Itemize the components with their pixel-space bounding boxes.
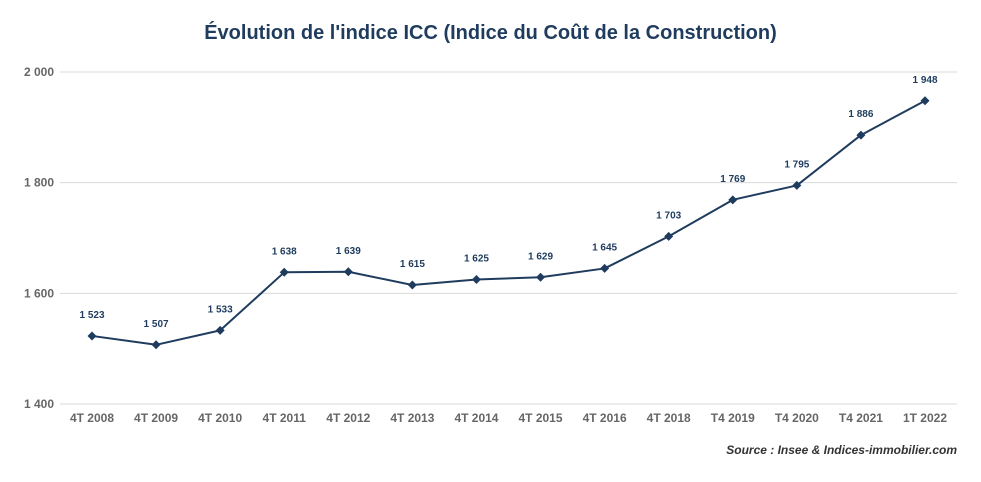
x-tick-label: 4T 2012	[326, 411, 370, 425]
y-tick-label: 1 600	[24, 286, 54, 300]
data-label: 1 615	[400, 259, 425, 270]
x-tick-label: T4 2021	[839, 411, 883, 425]
data-label: 1 886	[848, 109, 873, 120]
data-point-marker	[792, 180, 802, 190]
x-tick-label: 4T 2016	[583, 411, 627, 425]
x-axis-ticks: 4T 2008 4T 2009 4T 2010 4T 2011 4T 2012 4T 20…	[70, 411, 947, 425]
x-tick-label: 4T 2015	[519, 411, 563, 425]
data-point-marker	[87, 331, 97, 341]
series-line	[91, 99, 926, 346]
data-point-marker	[600, 263, 610, 273]
x-tick-label: 4T 2008	[70, 411, 114, 425]
y-tick-label: 1 400	[24, 397, 54, 411]
data-point-marker	[728, 195, 738, 205]
source-note: Source : Insee & Indices-immobilier.com	[726, 443, 957, 457]
data-point-marker	[664, 231, 674, 241]
data-point-marker	[856, 130, 866, 140]
x-tick-label: 4T 2014	[454, 411, 498, 425]
data-point-marker	[536, 272, 546, 282]
x-tick-label: 4T 2011	[263, 411, 307, 425]
data-label: 1 639	[336, 246, 361, 257]
data-point-marker	[920, 96, 930, 106]
data-label: 1 533	[208, 304, 233, 315]
data-label: 1 795	[784, 159, 809, 170]
y-tick-label: 2 000	[24, 65, 54, 79]
data-label: 1 948	[912, 75, 937, 86]
data-point-marker	[151, 340, 161, 350]
data-label: 1 645	[592, 242, 617, 253]
x-tick-label: 4T 2013	[390, 411, 434, 425]
chart-title: Évolution de l'indice ICC (Indice du Coû…	[204, 22, 777, 44]
data-point-marker	[471, 275, 481, 284]
data-point-marker	[215, 325, 225, 335]
x-tick-label: T4 2020	[775, 411, 819, 425]
data-label: 1 703	[656, 210, 681, 221]
x-tick-label: 4T 2018	[647, 411, 691, 425]
data-label: 1 507	[144, 319, 169, 330]
x-tick-label: 4T 2009	[134, 411, 178, 425]
data-label: 1 638	[272, 246, 297, 257]
data-point-marker	[407, 280, 417, 290]
gridlines	[60, 71, 957, 405]
y-tick-label: 1 800	[24, 176, 54, 190]
data-label: 1 769	[720, 174, 745, 185]
series-markers	[87, 96, 930, 350]
y-axis-ticks: 1 400 1 600 1 800 2 000	[24, 65, 54, 411]
x-tick-label: T4 2019	[711, 411, 755, 425]
series-line	[91, 99, 926, 346]
data-label: 1 523	[79, 310, 104, 321]
data-point-marker	[343, 267, 353, 277]
data-label: 1 625	[464, 254, 489, 265]
x-tick-label: 1T 2022	[903, 411, 947, 425]
data-labels: 1 523 1 507 1 533 1 638 1 639 1 615 1 625 1 629…	[79, 75, 937, 330]
data-point-marker	[279, 267, 289, 277]
data-label: 1 629	[528, 251, 553, 262]
x-tick-label: 4T 2010	[198, 411, 242, 425]
